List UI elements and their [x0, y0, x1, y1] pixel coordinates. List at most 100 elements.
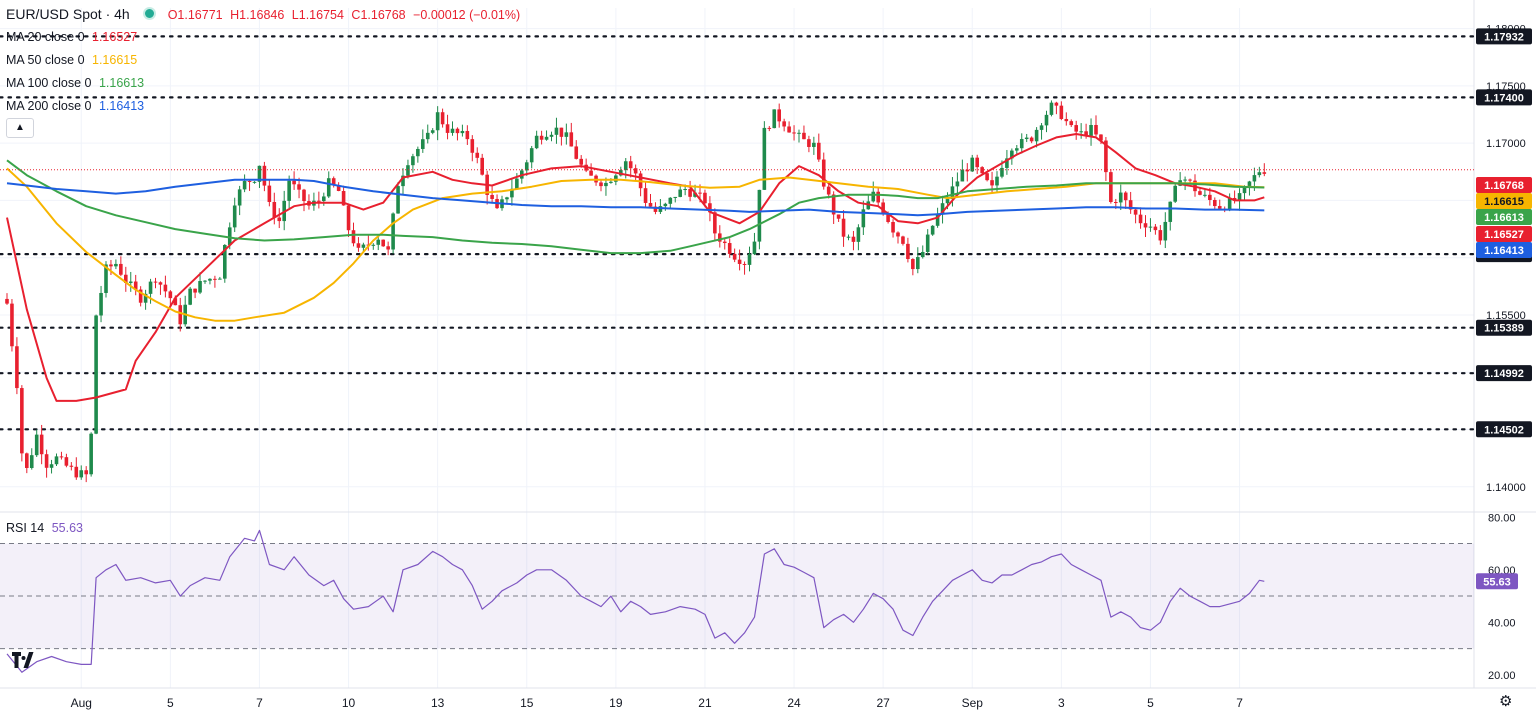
candle-body — [911, 259, 915, 270]
candle-body — [1143, 223, 1148, 228]
candle-body — [292, 180, 296, 185]
candle-body — [623, 161, 628, 171]
candle-body — [1173, 185, 1177, 202]
candle-body — [208, 278, 212, 281]
candle-body — [648, 202, 653, 207]
candle-body — [965, 169, 970, 172]
price-axis-tick-label: 1.15500 — [1486, 310, 1526, 322]
level-tag-background — [1476, 89, 1532, 106]
price-tag-background — [1476, 242, 1532, 258]
candle-body — [5, 298, 9, 304]
candle-body — [1104, 140, 1108, 173]
ohlc-change: −0.00012 (−0.01%) — [413, 8, 521, 22]
candle-body — [272, 201, 277, 218]
ma-line-2 — [6, 159, 1265, 255]
candle-body — [772, 109, 777, 129]
candle-body — [737, 259, 742, 264]
ma50-legend[interactable]: MA 50 close 0 1.16615 — [6, 53, 141, 67]
settings-gear-icon[interactable]: ⚙ — [1499, 693, 1513, 710]
candle-body — [1257, 172, 1262, 176]
ma-line-1 — [6, 167, 1265, 322]
candle-body — [851, 236, 856, 242]
candle-body — [995, 176, 999, 186]
candle-body — [143, 293, 148, 303]
candle-body — [1024, 137, 1029, 140]
ma200-value: 1.16413 — [98, 99, 145, 113]
price-tag-label: 1.16413 — [1484, 245, 1524, 257]
candle-body — [153, 281, 158, 283]
candle-body — [747, 254, 752, 265]
chevron-up-icon: ▲ — [15, 122, 25, 133]
candle-body — [440, 112, 445, 125]
candle-body — [1188, 179, 1192, 181]
candle-body — [416, 148, 420, 157]
candle-body — [539, 135, 544, 140]
candle-body — [831, 194, 836, 215]
candle-body — [99, 292, 103, 316]
candle-body — [64, 457, 69, 466]
candle-body — [732, 253, 737, 260]
candle-body — [559, 127, 564, 137]
time-axis-label: 15 — [520, 696, 534, 710]
candle-body — [49, 464, 54, 468]
candle-body — [579, 158, 583, 165]
candle-body — [322, 196, 326, 202]
candle-body — [742, 263, 747, 265]
candle-body — [119, 263, 123, 275]
candle-body — [104, 264, 108, 293]
candle-body — [604, 182, 608, 187]
ma20-legend[interactable]: MA 20 close 0 1.16527 — [6, 30, 141, 44]
time-axis-label: 13 — [431, 696, 445, 710]
candle-body — [84, 470, 88, 475]
candle-body — [376, 239, 381, 245]
candle-body — [450, 128, 455, 133]
candle-body — [698, 192, 702, 194]
candle-body — [128, 281, 133, 283]
candle-body — [703, 192, 707, 204]
candle-body — [1010, 150, 1014, 159]
candle-body — [757, 189, 762, 242]
candle-body — [777, 109, 781, 122]
candle-body — [227, 227, 232, 245]
candle-body — [886, 213, 890, 222]
candle-body — [609, 181, 613, 183]
candle-body — [930, 225, 935, 235]
candle-body — [242, 181, 247, 190]
level-tag-label: 1.14992 — [1484, 368, 1524, 380]
candle-body — [955, 181, 960, 187]
candle-body — [193, 288, 197, 293]
candle-body — [569, 132, 574, 147]
candle-body — [396, 186, 400, 214]
market-status-icon — [143, 7, 157, 20]
candle-body — [663, 203, 668, 207]
candle-body — [460, 130, 465, 134]
candle-body — [792, 132, 796, 134]
candle-body — [198, 281, 202, 293]
candle-body — [435, 112, 440, 131]
candle-body — [920, 251, 925, 258]
candle-body — [901, 236, 905, 244]
candle-body — [79, 470, 84, 478]
candle-body — [1163, 221, 1168, 241]
ma200-legend[interactable]: MA 200 close 0 1.16413 — [6, 99, 148, 113]
ma100-legend[interactable]: MA 100 close 0 1.16613 — [6, 76, 148, 90]
ohlc-high: H1.16846 — [230, 8, 285, 22]
ohlc-low: L1.16754 — [291, 8, 344, 22]
candle-body — [1099, 134, 1103, 141]
rsi-legend[interactable]: RSI 14 55.63 — [6, 521, 87, 535]
level-tag-background — [1476, 28, 1532, 45]
candle-body — [336, 185, 341, 191]
candle-body — [688, 189, 692, 197]
candle-body — [1242, 186, 1247, 194]
candle-body — [341, 190, 346, 206]
candle-body — [421, 139, 425, 149]
candle-body — [20, 388, 24, 454]
candle-body — [346, 205, 351, 231]
collapse-legend-button[interactable]: ▲ — [6, 118, 34, 138]
price-tag-background — [1476, 193, 1532, 209]
time-axis-label: 19 — [609, 696, 623, 710]
candle-body — [475, 152, 480, 158]
candle-body — [722, 241, 727, 244]
